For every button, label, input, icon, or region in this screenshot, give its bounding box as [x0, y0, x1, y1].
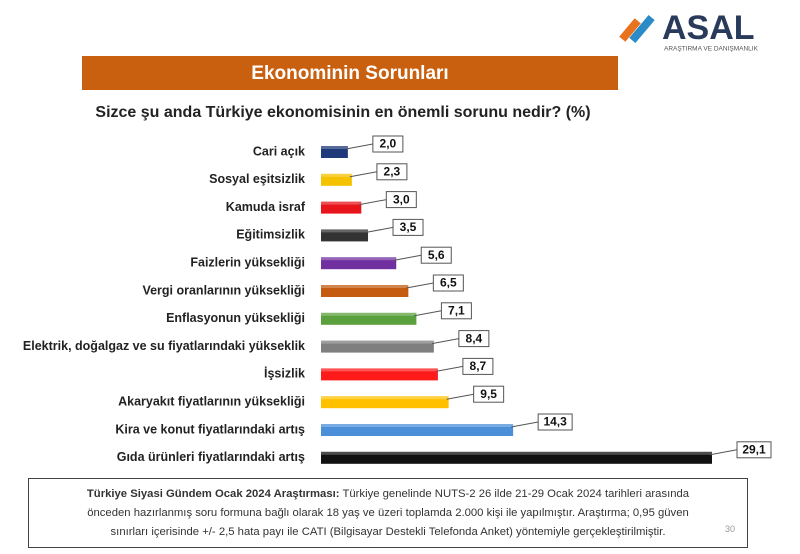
bar-highlight — [321, 368, 438, 372]
leader-line — [446, 393, 474, 400]
chart-title: Ekonominin Sorunları — [251, 63, 448, 84]
category-label: Vergi oranlarının yüksekliği — [142, 283, 305, 297]
value-label: 6,5 — [440, 276, 457, 290]
bar-highlight — [321, 146, 348, 149]
bar — [321, 312, 417, 325]
category-label: Kira ve konut fiyatlarındaki artış — [115, 422, 305, 436]
value-label: 8,4 — [466, 331, 483, 345]
bar-highlight — [321, 312, 417, 316]
leader-line — [511, 421, 539, 428]
leader-line — [435, 365, 463, 372]
leader-line — [349, 171, 377, 178]
bar — [321, 229, 369, 242]
value-label: 5,6 — [428, 248, 445, 262]
bar — [321, 257, 397, 270]
value-label: 29,1 — [742, 442, 766, 456]
value-label-box — [385, 191, 417, 209]
bar — [321, 146, 348, 158]
category-label: Faizlerin yüksekliği — [190, 255, 305, 269]
leader-line — [709, 449, 738, 456]
title-banner — [82, 56, 618, 90]
leader-line — [431, 338, 459, 345]
category-label: Gıda ürünleri fiyatlarındaki artış — [117, 450, 305, 464]
page-number: 30 — [724, 524, 735, 534]
value-label-box — [462, 357, 494, 375]
leader-line — [345, 143, 373, 150]
bar-highlight — [321, 173, 352, 177]
leader-line — [406, 282, 434, 289]
value-label: 2,0 — [380, 137, 397, 151]
logo-name: ASAL — [662, 9, 755, 47]
category-label: Cari açık — [253, 144, 305, 158]
category-label: Eğitimsizlik — [236, 228, 305, 242]
value-label-box — [473, 385, 505, 403]
bar-highlight — [321, 396, 449, 400]
category-label: Kamuda israf — [226, 200, 306, 214]
category-label: İşsizlik — [264, 366, 305, 381]
category-label: Elektrik, doğalgaz ve su fiyatlarındaki … — [23, 339, 305, 353]
bar-highlight — [321, 229, 369, 233]
leader-line — [359, 199, 387, 206]
value-label: 9,5 — [480, 387, 497, 401]
bar — [321, 451, 712, 464]
value-label-box — [432, 274, 464, 292]
bar — [321, 368, 438, 381]
bar-highlight — [321, 257, 397, 261]
leader-line — [394, 254, 422, 261]
value-label-box — [458, 330, 490, 348]
value-label: 8,7 — [470, 359, 487, 373]
bar — [321, 201, 362, 214]
bar-highlight — [321, 340, 434, 344]
logo-tagline: ARAŞTIRMA VE DANIŞMANLIK — [664, 46, 759, 53]
value-label: 2,3 — [384, 164, 401, 178]
value-label: 3,5 — [400, 220, 417, 234]
bar — [321, 173, 352, 186]
value-label-box — [440, 302, 472, 320]
bar-highlight — [321, 451, 712, 455]
logo: ASAL ARAŞTIRMA VE DANIŞMANLIK — [619, 9, 759, 53]
value-label: 7,1 — [448, 303, 465, 317]
value-label-box — [376, 163, 408, 181]
chart-subtitle: Sizce şu anda Türkiye ekonomisinin en ön… — [95, 104, 590, 121]
bar-highlight — [321, 424, 514, 427]
footnote: Türkiye Siyasi Gündem Ocak 2024 Araştırm… — [28, 478, 748, 548]
value-label-box — [392, 218, 424, 236]
bar — [321, 396, 449, 409]
footnote-bold: Türkiye Siyasi Gündem Ocak 2024 Araştırm… — [86, 488, 340, 500]
category-label: Sosyal eşitsizlik — [209, 172, 305, 186]
chart: ASAL ARAŞTIRMA VE DANIŞMANLIK Ekonominin… — [23, 9, 772, 464]
footnote-text: Türkiye genelinde NUTS-2 26 ilde 21-29 O… — [87, 488, 690, 538]
value-label-box — [420, 246, 452, 264]
bar — [321, 424, 514, 436]
value-label-box — [537, 413, 573, 431]
bar-highlight — [321, 201, 362, 205]
value-label: 3,0 — [393, 192, 410, 206]
bar — [321, 285, 409, 297]
value-label-box — [736, 441, 772, 459]
bar — [321, 340, 434, 353]
leader-line — [414, 310, 442, 317]
bar-highlight — [321, 285, 409, 288]
category-label: Enflasyonun yüksekliği — [166, 311, 305, 325]
value-label-box — [372, 135, 404, 153]
value-label: 14,3 — [543, 415, 567, 429]
category-label: Akaryakıt fiyatlarının yüksekliği — [118, 394, 305, 408]
leader-line — [365, 226, 394, 233]
logo-mark — [619, 18, 641, 42]
logo-mark — [629, 14, 655, 44]
